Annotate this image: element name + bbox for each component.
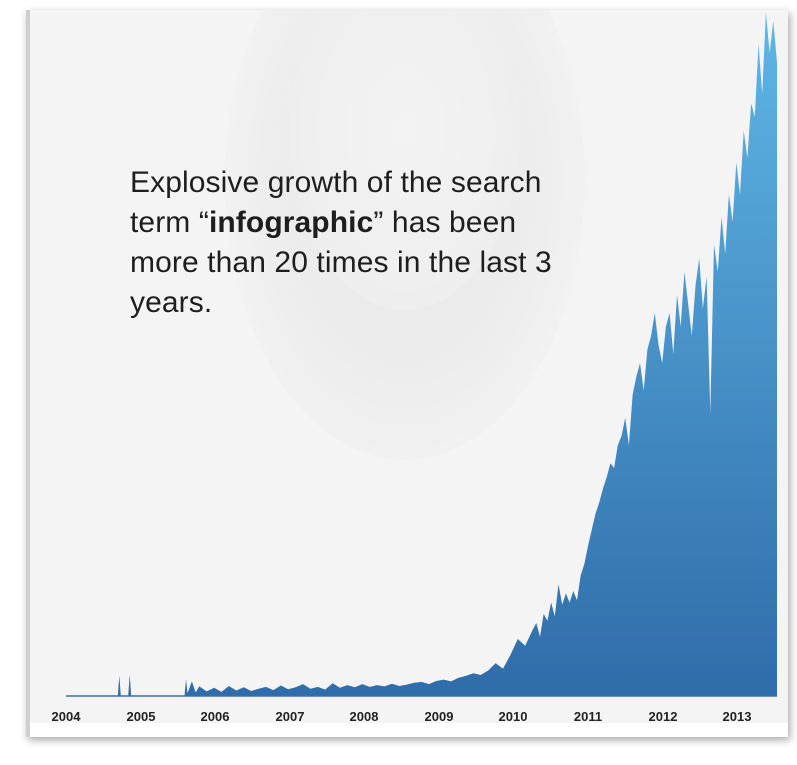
headline-open-quote: “: [198, 206, 209, 239]
x-axis-ticks: 2004 2005 2006 2007 2008 2009 2010 2011 2012 2013: [52, 709, 752, 724]
headline-pre: Explosive growth of the search term: [130, 166, 542, 239]
x-tick-label-2004: 2004: [52, 709, 82, 724]
x-tick-label-2007: 2007: [276, 709, 305, 724]
x-tick-label-2011: 2011: [574, 709, 602, 724]
x-tick-label-2012: 2012: [649, 709, 678, 724]
x-tick-label-2013: 2013: [723, 709, 752, 724]
background-glow-inner: [290, 10, 520, 310]
x-tick-label-2005: 2005: [127, 709, 156, 724]
headline-close-quote: ”: [373, 206, 384, 239]
x-tick-label-2010: 2010: [499, 709, 528, 724]
x-tick-label-2006: 2006: [201, 709, 230, 724]
search-interest-area: [66, 12, 777, 696]
headline-post: has been more than 20 times in the last …: [130, 206, 552, 319]
x-tick-label-2009: 2009: [425, 709, 454, 724]
x-tick-label-2008: 2008: [350, 709, 379, 724]
headline: Explosive growth of the search term “inf…: [130, 163, 560, 323]
headline-term: infographic: [208, 206, 374, 239]
area-layer: [66, 12, 777, 696]
